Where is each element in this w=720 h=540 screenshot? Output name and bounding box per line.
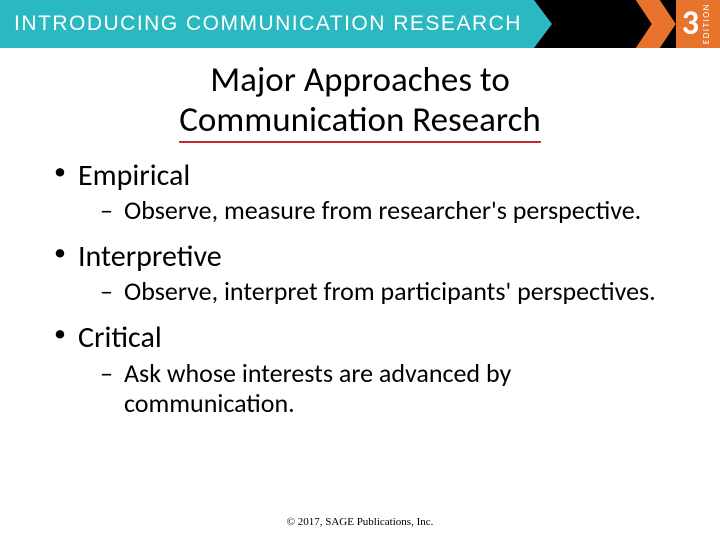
footer-copyright: © 2017, SAGE Publications, Inc. [0, 516, 720, 528]
slide-content: Major Approaches to Communication Resear… [0, 48, 720, 419]
slide-title: Major Approaches to Communication Resear… [50, 60, 670, 143]
bullet-detail-3: Ask whose interests are advanced by comm… [50, 359, 670, 419]
bullet-detail-2: Observe, interpret from participants' pe… [50, 277, 670, 307]
banner-left-chevron: INTRODUCING COMMUNICATION RESEARCH [0, 0, 552, 48]
orange-chevron-icon [636, 0, 676, 48]
bullet-heading-3: Critical [50, 319, 670, 357]
banner-right-block: 3 EDITION [636, 0, 720, 48]
bullet-heading-1: Empirical [50, 157, 670, 195]
bullet-heading-2: Interpretive [50, 238, 670, 276]
title-line1: Major Approaches to [210, 59, 510, 101]
edition-block: 3 EDITION [676, 0, 720, 48]
edition-number: 3 [682, 7, 699, 41]
header-banner: INTRODUCING COMMUNICATION RESEARCH 3 EDI… [0, 0, 720, 48]
bullet-detail-1: Observe, measure from researcher's persp… [50, 196, 670, 226]
edition-label: EDITION [701, 3, 712, 44]
banner-title: INTRODUCING COMMUNICATION RESEARCH [14, 12, 522, 36]
title-line2: Communication Research [179, 100, 541, 142]
